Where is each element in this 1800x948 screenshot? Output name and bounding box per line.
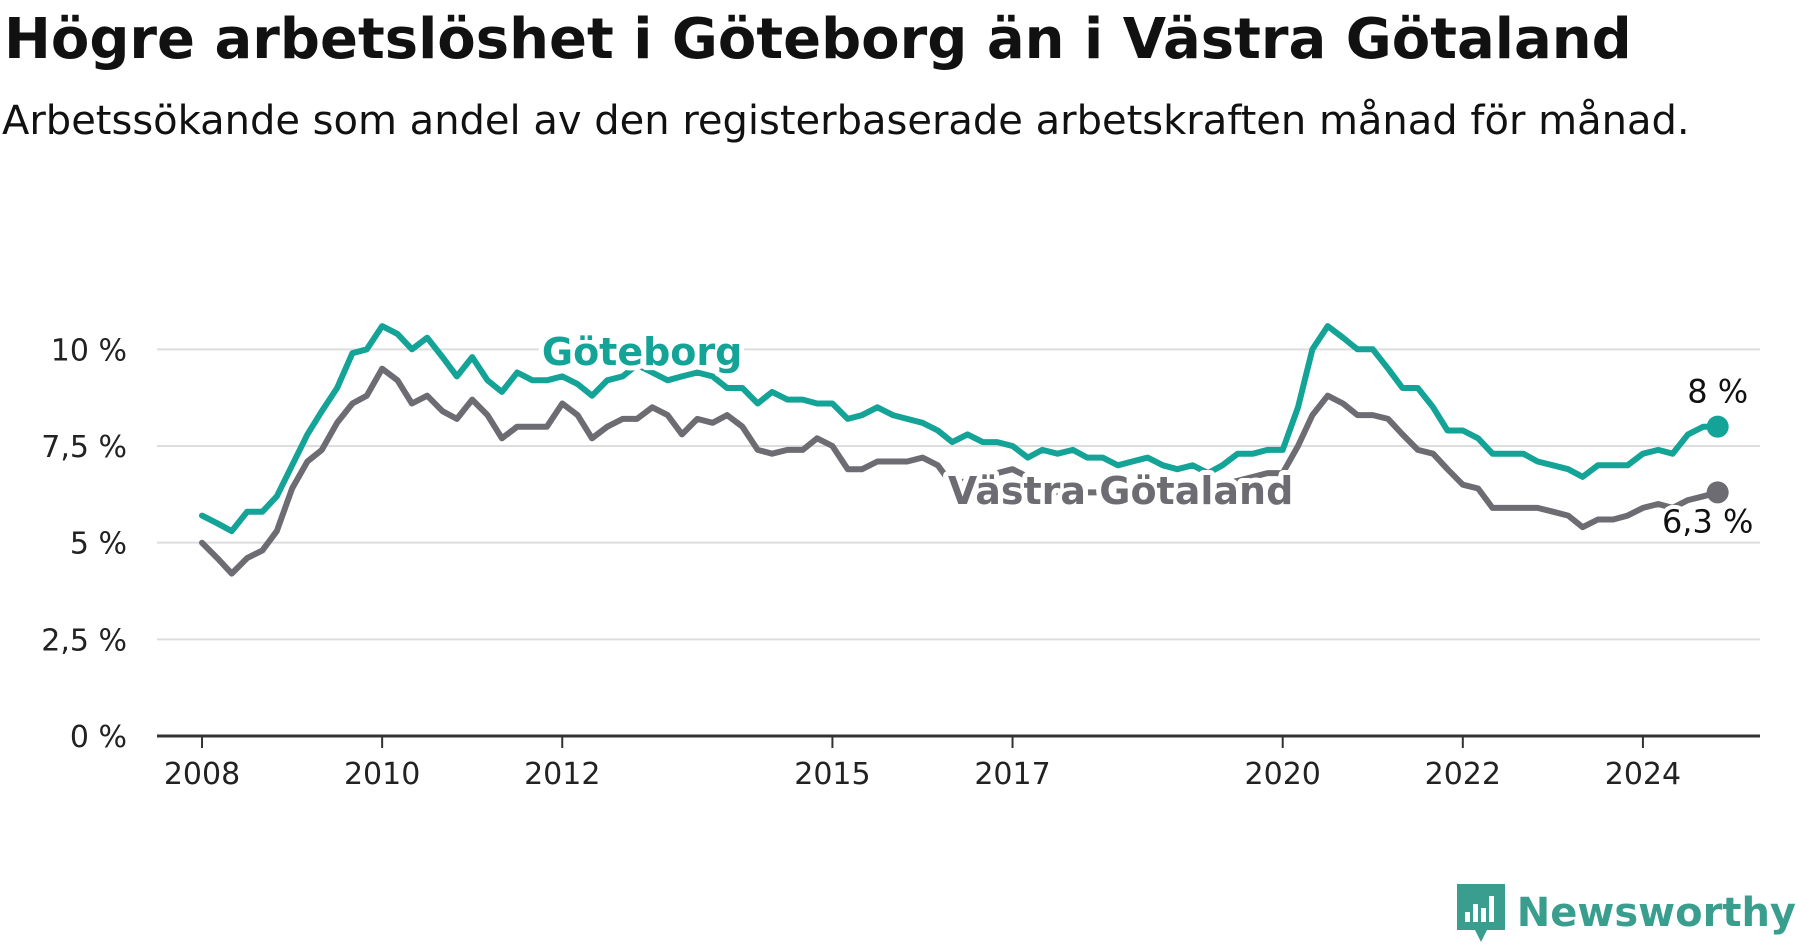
- end-value-label-goteborg: 8 %: [1687, 373, 1748, 411]
- x-tick-label: 2012: [524, 757, 600, 792]
- y-tick-label: 7,5 %: [41, 430, 127, 465]
- x-tick-label: 2022: [1425, 757, 1501, 792]
- series-label-goteborg: Göteborg: [542, 330, 742, 374]
- gridlines: [157, 348, 1760, 641]
- end-value-label-vastra-gotaland: 6,3 %: [1662, 502, 1753, 540]
- chart-subtitle: Arbetssökande som andel av den registerb…: [2, 98, 1690, 144]
- newsworthy-logo-text: Newsworthy: [1516, 890, 1796, 936]
- chart-title: Högre arbetslöshet i Göteborg än i Västr…: [4, 7, 1632, 72]
- x-tick-label: 2017: [974, 757, 1050, 792]
- newsworthy-logo-icon: [1456, 884, 1505, 942]
- series-labels: Göteborg 8 % Västra Götaland 6,3 %: [537, 325, 1758, 545]
- y-tick-label: 0 %: [70, 720, 127, 755]
- newsworthy-logo: Newsworthy: [1456, 878, 1796, 948]
- x-tick-label: 2024: [1605, 757, 1681, 792]
- y-tick-label: 2,5 %: [41, 623, 127, 658]
- series-line-goteborg: [199, 323, 1721, 535]
- x-tick-label: 2015: [794, 757, 870, 792]
- series-lines: [199, 323, 1729, 577]
- y-tick-label: 10 %: [51, 333, 127, 368]
- y-axis: 0 % 2,5 % 5 % 7,5 % 10 %: [41, 333, 127, 755]
- x-tick-label: 2010: [344, 757, 420, 792]
- y-tick-label: 5 %: [70, 527, 127, 562]
- series-label-vastra-gotaland: Västra Götaland: [948, 469, 1293, 513]
- x-tick-label: 2020: [1245, 757, 1321, 792]
- series-end-point-goteborg: [1706, 415, 1729, 438]
- series-line-vastra-gotaland: [199, 365, 1721, 577]
- x-axis: 2008 2010 2012 2015 2017 2020 2022 2024: [157, 734, 1760, 792]
- x-tick-label: 2008: [164, 757, 240, 792]
- series-end-point-vastra-gotaland: [1706, 481, 1729, 504]
